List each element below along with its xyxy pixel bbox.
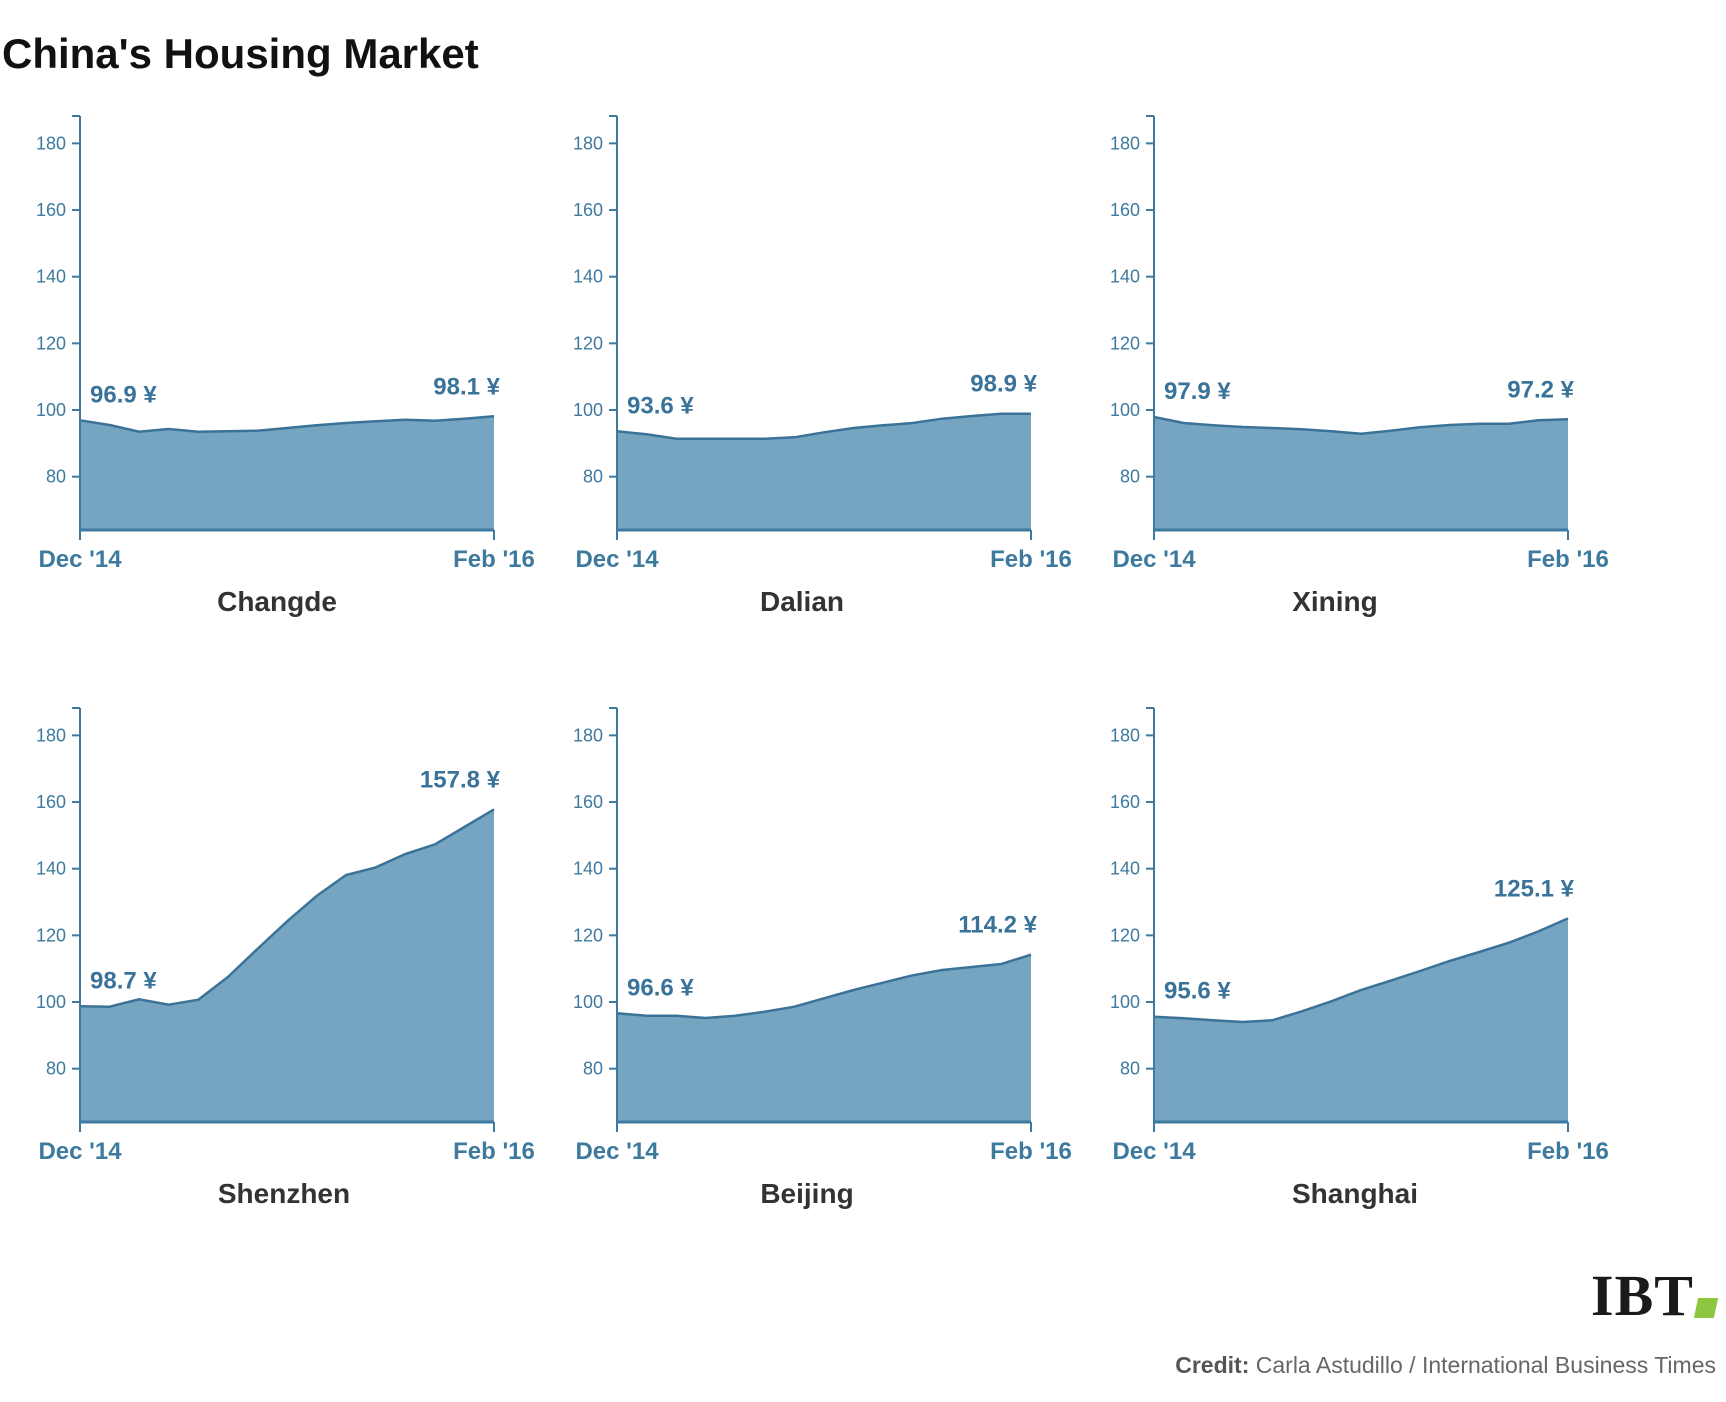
xining-y-tick-label: 120: [1110, 333, 1140, 353]
dalian-y-tick-label: 160: [573, 200, 603, 220]
dalian-area: [617, 413, 1031, 530]
xining-end-value-label: 97.2 ¥: [1507, 376, 1574, 403]
shenzhen-x-label-start: Dec '14: [38, 1138, 122, 1165]
shenzhen-y-tick-label: 120: [36, 925, 66, 945]
shenzhen-y-tick-label: 100: [36, 992, 66, 1012]
dalian-y-tick-label: 180: [573, 133, 603, 153]
shanghai-y-tick-label: 140: [1110, 859, 1140, 879]
changde-end-value-label: 98.1 ¥: [433, 373, 500, 400]
shenzhen-city-label: Shenzhen: [218, 1178, 350, 1209]
shanghai-end-value-label: 125.1 ¥: [1494, 875, 1575, 902]
changde-y-tick-label: 160: [36, 200, 66, 220]
xining-start-value-label: 97.9 ¥: [1164, 378, 1231, 405]
beijing-y-tick-label: 180: [573, 725, 603, 745]
shenzhen-area: [80, 809, 494, 1122]
shanghai-city-label: Shanghai: [1292, 1178, 1418, 1209]
shenzhen-line: [79, 808, 495, 1008]
beijing-x-label-start: Dec '14: [575, 1138, 659, 1165]
beijing-y-tick-label: 120: [573, 925, 603, 945]
ibt-logo: IBT: [1591, 1263, 1719, 1328]
dalian-city-label: Dalian: [760, 586, 844, 617]
dalian-y-tick-label: 80: [583, 467, 603, 487]
shanghai-y-tick-label: 100: [1110, 992, 1140, 1012]
dalian-end-value-label: 98.9 ¥: [970, 371, 1037, 398]
beijing-start-value-label: 96.6 ¥: [627, 974, 694, 1001]
xining-y-tick-label: 100: [1110, 400, 1140, 420]
shanghai-y-tick-label: 180: [1110, 725, 1140, 745]
changde-city-label: Changde: [217, 586, 337, 617]
dalian-y-tick-label: 120: [573, 333, 603, 353]
xining-city-label: Xining: [1292, 586, 1378, 617]
dalian-line: [616, 412, 1031, 440]
shenzhen-end-value-label: 157.8 ¥: [420, 766, 501, 793]
dalian-x-label-end: Feb '16: [990, 546, 1072, 573]
xining-y-tick-label: 180: [1110, 133, 1140, 153]
beijing-end-value-label: 114.2 ¥: [958, 912, 1037, 939]
logo-text: IBT: [1591, 1263, 1694, 1328]
shenzhen-y-tick-label: 180: [36, 725, 66, 745]
dalian-y-tick-label: 100: [573, 400, 603, 420]
changde-y-tick-label: 140: [36, 267, 66, 287]
xining-x-label-end: Feb '16: [1527, 546, 1609, 573]
dalian-x-label-start: Dec '14: [575, 546, 659, 573]
credit-label: Credit:: [1175, 1352, 1250, 1378]
xining-y-tick-label: 160: [1110, 200, 1140, 220]
shanghai-y-tick-label: 160: [1110, 792, 1140, 812]
xining-line: [1153, 415, 1569, 435]
changde-y-tick-label: 180: [36, 133, 66, 153]
shenzhen-y-tick-label: 80: [46, 1059, 66, 1079]
shanghai-line: [1153, 917, 1569, 1024]
changde-y-tick-label: 80: [46, 467, 66, 487]
beijing-line: [616, 953, 1032, 1020]
shenzhen-start-value-label: 98.7 ¥: [90, 967, 157, 994]
shenzhen-y-tick-label: 140: [36, 859, 66, 879]
changde-x-label-start: Dec '14: [38, 546, 122, 573]
dalian-y-tick-label: 140: [573, 267, 603, 287]
shanghai-x-label-end: Feb '16: [1527, 1138, 1609, 1165]
shenzhen-y-tick-label: 160: [36, 792, 66, 812]
beijing-y-tick-label: 140: [573, 859, 603, 879]
xining-area: [1154, 417, 1568, 530]
credit-line: Credit: Carla Astudillo / International …: [1175, 1352, 1716, 1379]
changde-x-label-end: Feb '16: [453, 546, 535, 573]
dalian-start-value-label: 93.6 ¥: [627, 392, 694, 419]
shenzhen-x-label-end: Feb '16: [453, 1138, 535, 1165]
changde-start-value-label: 96.9 ¥: [90, 381, 157, 408]
xining-y-tick-label: 140: [1110, 267, 1140, 287]
changde-area: [80, 416, 494, 530]
beijing-city-label: Beijing: [760, 1178, 853, 1209]
beijing-x-label-end: Feb '16: [990, 1138, 1072, 1165]
changde-y-tick-label: 100: [36, 400, 66, 420]
page-title: China's Housing Market: [2, 30, 479, 77]
logo-accent-square: [1693, 1298, 1719, 1318]
xining-x-label-start: Dec '14: [1112, 546, 1196, 573]
beijing-y-tick-label: 80: [583, 1059, 603, 1079]
xining-y-tick-label: 80: [1120, 467, 1140, 487]
shanghai-area: [1154, 918, 1568, 1122]
shanghai-y-tick-label: 80: [1120, 1059, 1140, 1079]
changde-line: [79, 415, 495, 433]
shanghai-y-tick-label: 120: [1110, 925, 1140, 945]
changde-y-tick-label: 120: [36, 333, 66, 353]
shanghai-x-label-start: Dec '14: [1112, 1138, 1196, 1165]
beijing-area: [617, 954, 1031, 1122]
credit-text: Carla Astudillo / International Business…: [1255, 1352, 1716, 1378]
shanghai-start-value-label: 95.6 ¥: [1164, 978, 1231, 1005]
beijing-y-tick-label: 160: [573, 792, 603, 812]
beijing-y-tick-label: 100: [573, 992, 603, 1012]
